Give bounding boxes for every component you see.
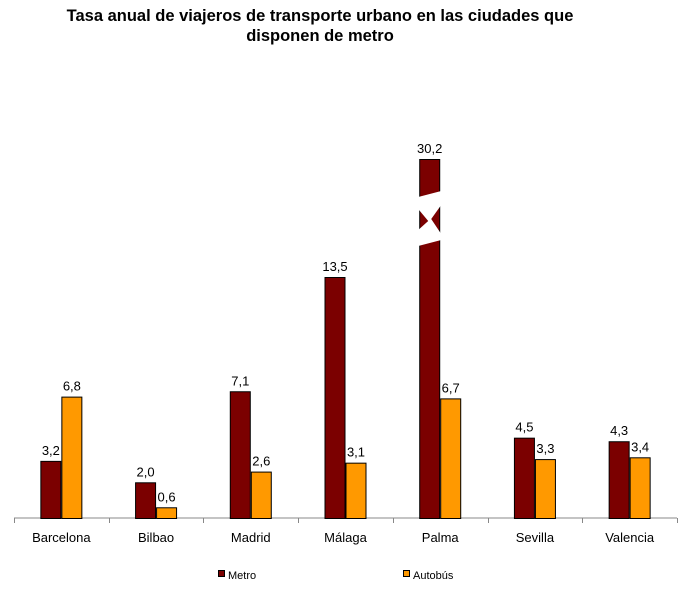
bar-metro-barcelona bbox=[40, 460, 62, 520]
bar-autobus-sevilla bbox=[534, 459, 556, 520]
data-label-autobus-valencia: 3,4 bbox=[631, 439, 649, 454]
data-label-autobus-malaga: 3,1 bbox=[347, 445, 365, 460]
bar-autobus-valencia bbox=[629, 457, 651, 520]
bar-autobus-madrid bbox=[250, 471, 272, 519]
bar-autobus-palma bbox=[440, 398, 462, 519]
data-label-metro-palma: 30,2 bbox=[417, 141, 442, 156]
data-label-autobus-madrid: 2,6 bbox=[252, 454, 270, 469]
legend-swatch-metro bbox=[218, 570, 225, 577]
data-label-metro-valencia: 4,3 bbox=[610, 423, 628, 438]
chart-title-line-1: Tasa anual de viajeros de transporte urb… bbox=[66, 7, 574, 25]
bar-autobus-malaga bbox=[345, 462, 367, 520]
category-label-barcelona: Barcelona bbox=[32, 530, 91, 545]
legend-label-metro: Metro bbox=[228, 570, 256, 582]
data-label-metro-malaga: 13,5 bbox=[322, 259, 347, 274]
legend-label-autobus: Autobús bbox=[413, 570, 454, 582]
chart-title-line-2: disponen de metro bbox=[246, 27, 394, 45]
bar-metro-madrid bbox=[229, 391, 251, 520]
category-label-valencia: Valencia bbox=[605, 530, 655, 545]
data-label-metro-bilbao: 2,0 bbox=[137, 464, 155, 479]
bar-autobus-bilbao bbox=[156, 507, 178, 519]
chart-title: Tasa anual de viajeros de transporte urb… bbox=[0, 6, 640, 46]
data-label-autobus-bilbao: 0,6 bbox=[158, 489, 176, 504]
legend-swatch-autobus bbox=[403, 570, 410, 577]
bar-metro-valencia bbox=[608, 441, 630, 519]
axis-break-marker bbox=[418, 191, 442, 246]
bar-metro-bilbao bbox=[135, 482, 157, 519]
data-label-metro-sevilla: 4,5 bbox=[515, 420, 533, 435]
data-label-autobus-palma: 6,7 bbox=[442, 380, 460, 395]
category-label-palma: Palma bbox=[422, 530, 460, 545]
data-label-metro-barcelona: 3,2 bbox=[42, 443, 60, 458]
bar-metro-palma bbox=[419, 159, 441, 519]
bar-metro-malaga bbox=[324, 277, 346, 519]
category-label-madrid: Madrid bbox=[231, 530, 271, 545]
data-label-autobus-barcelona: 6,8 bbox=[63, 379, 81, 394]
data-label-autobus-sevilla: 3,3 bbox=[536, 441, 554, 456]
category-label-bilbao: Bilbao bbox=[138, 530, 174, 545]
category-label-malaga: Málaga bbox=[324, 530, 367, 545]
category-label-sevilla: Sevilla bbox=[516, 530, 555, 545]
data-label-metro-madrid: 7,1 bbox=[231, 373, 249, 388]
bar-metro-sevilla bbox=[513, 437, 535, 519]
bar-autobus-barcelona bbox=[61, 396, 83, 520]
